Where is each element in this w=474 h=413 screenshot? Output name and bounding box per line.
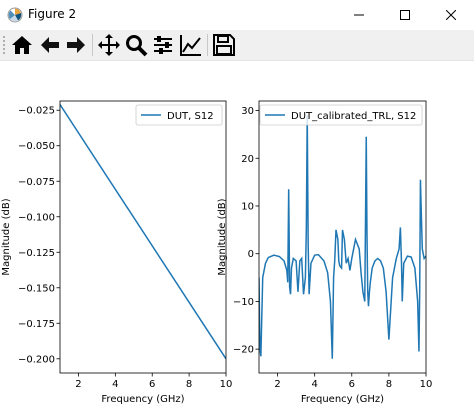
subplot-left: 2 4 6 8 10 −0.025 −0.050 −0.075 −0.100 −0.125 −0.1… <box>1 100 233 405</box>
zoom-icon <box>126 35 148 57</box>
legend-box <box>135 104 223 126</box>
y-tick-label: −0.025 <box>18 106 55 117</box>
matplotlib-icon <box>7 7 23 23</box>
x-axis-label: Frequency (GHz) <box>301 394 384 405</box>
y-tick-label: −0.175 <box>18 319 55 330</box>
y-tick-label: 0 <box>248 249 254 260</box>
configure-subplots-icon <box>154 36 172 54</box>
axes-frame <box>59 100 227 374</box>
y-tick-label: −20 <box>233 345 254 356</box>
minimize-button[interactable] <box>336 0 382 30</box>
figure-canvas[interactable]: 2 4 6 8 10 −0.025 −0.050 −0.075 −0.100 −0.125 −0.1… <box>0 61 474 413</box>
y-tick-label: −0.050 <box>18 141 55 152</box>
forward-arrow-icon <box>67 37 85 53</box>
y-axis-label: Magnitude (dB) <box>1 198 12 275</box>
window-titlebar: Figure 2 <box>0 0 474 30</box>
y-tick-label: −0.100 <box>18 212 55 223</box>
x-axis-label: Frequency (GHz) <box>101 394 184 405</box>
legend-label: DUT_calibrated_TRL, S12 <box>291 111 416 122</box>
forward-button[interactable] <box>64 33 88 57</box>
toolbar-separator <box>92 34 93 56</box>
x-tick-label: 10 <box>420 379 433 390</box>
toolbar-separator <box>207 34 208 56</box>
home-button[interactable] <box>10 33 34 57</box>
close-button[interactable] <box>428 0 474 30</box>
legend-label: DUT, S12 <box>167 111 214 122</box>
x-tick-label: 2 <box>274 379 280 390</box>
x-tick-label: 8 <box>186 379 192 390</box>
maximize-button[interactable] <box>382 0 428 30</box>
y-tick-label: 10 <box>241 201 254 212</box>
subplot-right: 2 4 6 8 10 −20 −10 0 10 20 30 Frequency (GHz) Magnit… <box>217 100 433 405</box>
x-tick-label: 10 <box>220 379 233 390</box>
home-icon <box>12 36 32 54</box>
pan-button[interactable] <box>97 33 121 57</box>
x-tick-label: 6 <box>149 379 155 390</box>
back-button[interactable] <box>38 33 62 57</box>
minimize-icon <box>354 14 364 16</box>
zoom-button[interactable] <box>124 33 148 57</box>
series-line-0 <box>259 115 426 359</box>
y-tick-label: −0.150 <box>18 283 55 294</box>
configure-subplots-button[interactable] <box>151 33 175 57</box>
navigation-toolbar <box>0 30 474 61</box>
save-icon <box>213 34 235 56</box>
back-arrow-icon <box>41 37 59 53</box>
y-tick-label: 20 <box>241 154 254 165</box>
x-tick-label: 8 <box>386 379 392 390</box>
toolbar-grip-icon <box>3 36 5 54</box>
x-tick-label: 6 <box>349 379 355 390</box>
save-button[interactable] <box>212 33 236 57</box>
x-tick-label: 2 <box>75 379 81 390</box>
y-tick-label: −0.075 <box>18 177 55 188</box>
maximize-icon <box>400 10 410 20</box>
x-tick-label: 4 <box>112 379 118 390</box>
y-tick-label: −0.125 <box>18 248 55 259</box>
edit-axis-icon <box>180 35 201 56</box>
series-line-0 <box>60 104 226 360</box>
pan-icon <box>98 34 120 56</box>
y-tick-label: −10 <box>233 297 254 308</box>
edit-axis-button[interactable] <box>179 33 203 57</box>
axes-frame <box>258 100 427 374</box>
x-tick-label: 4 <box>311 379 317 390</box>
window-title: Figure 2 <box>28 7 77 21</box>
y-tick-label: −0.200 <box>18 354 55 365</box>
legend-box <box>259 104 423 126</box>
close-icon <box>446 10 456 20</box>
y-axis-label: Magnitude (dB) <box>217 198 228 275</box>
y-tick-label: 30 <box>241 106 254 117</box>
